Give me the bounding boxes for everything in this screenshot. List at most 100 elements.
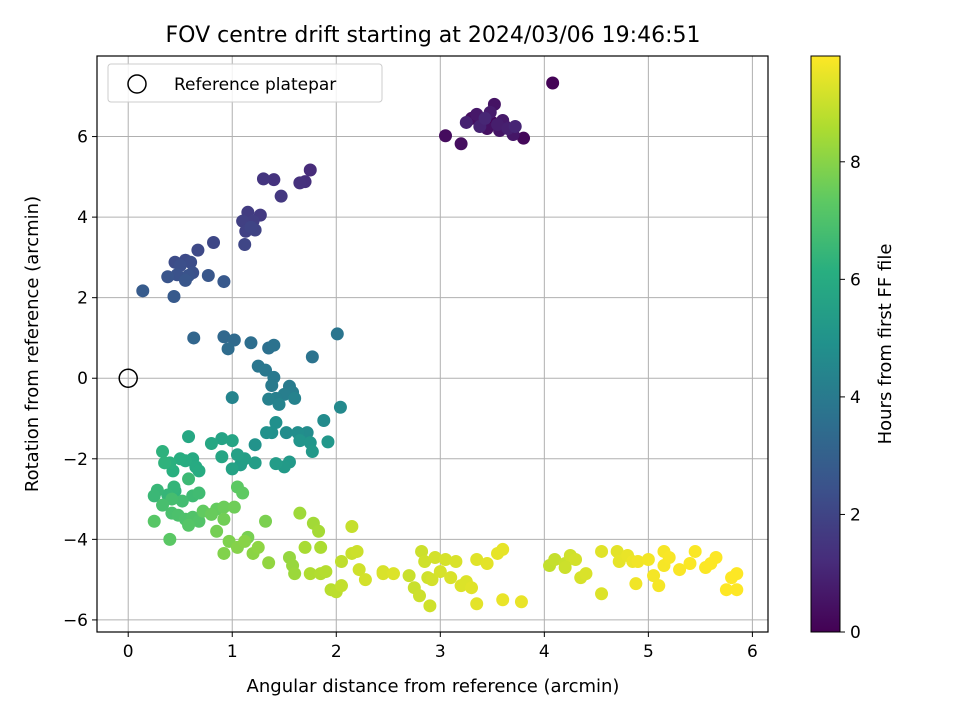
data-point bbox=[293, 176, 307, 190]
data-point bbox=[470, 597, 484, 611]
data-point bbox=[217, 512, 231, 526]
data-point bbox=[312, 524, 326, 538]
data-point bbox=[267, 338, 281, 352]
data-point bbox=[688, 544, 702, 558]
data-point bbox=[279, 426, 293, 440]
data-point bbox=[514, 595, 528, 609]
data-point bbox=[182, 518, 196, 532]
data-point bbox=[217, 546, 231, 560]
data-point bbox=[248, 456, 262, 470]
data-point bbox=[546, 76, 560, 90]
data-point bbox=[136, 284, 150, 298]
data-point bbox=[517, 131, 531, 145]
chart-title: FOV centre drift starting at 2024/03/06 … bbox=[166, 23, 701, 48]
data-point bbox=[192, 464, 206, 478]
data-point bbox=[156, 445, 170, 459]
data-point bbox=[439, 129, 453, 143]
data-point bbox=[333, 400, 347, 414]
data-point bbox=[227, 500, 241, 514]
y-tick-label: 6 bbox=[77, 128, 88, 148]
data-point bbox=[730, 567, 744, 581]
data-point bbox=[459, 115, 473, 129]
data-point bbox=[683, 557, 697, 571]
data-point bbox=[470, 552, 484, 566]
x-tick-label: 6 bbox=[747, 642, 758, 662]
data-point bbox=[175, 494, 189, 508]
y-tick-label: 4 bbox=[77, 208, 88, 228]
data-point bbox=[260, 426, 274, 440]
data-point bbox=[402, 569, 416, 583]
data-point bbox=[192, 514, 206, 528]
colorbar-label: Hours from first FF file bbox=[875, 244, 896, 445]
data-point bbox=[161, 270, 175, 284]
data-point bbox=[673, 563, 687, 577]
x-tick-label: 3 bbox=[435, 642, 446, 662]
y-tick-label: −2 bbox=[63, 450, 88, 470]
data-point bbox=[631, 555, 645, 569]
data-point bbox=[433, 565, 447, 579]
data-point bbox=[204, 507, 218, 521]
data-point bbox=[423, 599, 437, 613]
data-point bbox=[558, 561, 572, 575]
data-point bbox=[163, 532, 177, 546]
data-point bbox=[225, 391, 239, 405]
data-point bbox=[412, 589, 426, 603]
data-point bbox=[272, 397, 286, 411]
data-point bbox=[647, 569, 661, 583]
data-point bbox=[386, 567, 400, 581]
data-point bbox=[269, 457, 283, 471]
y-axis-label: Rotation from reference (arcmin) bbox=[22, 196, 43, 492]
y-tick-label: −4 bbox=[63, 530, 88, 550]
data-point bbox=[288, 567, 302, 581]
data-points bbox=[136, 76, 744, 613]
data-point bbox=[221, 342, 235, 356]
data-point bbox=[317, 414, 331, 428]
data-point bbox=[595, 544, 609, 558]
y-tick-label: −6 bbox=[63, 611, 88, 631]
data-point bbox=[709, 550, 723, 564]
colorbar bbox=[810, 55, 841, 633]
data-point bbox=[201, 269, 215, 283]
data-point bbox=[418, 555, 432, 569]
data-point bbox=[548, 552, 562, 566]
data-point bbox=[334, 579, 348, 593]
data-point bbox=[321, 435, 335, 449]
data-point bbox=[428, 550, 442, 564]
plot-frame bbox=[96, 55, 769, 633]
data-point bbox=[147, 489, 161, 503]
colorbar-tick-label: 8 bbox=[850, 153, 861, 173]
data-point bbox=[230, 448, 244, 462]
data-point bbox=[158, 456, 172, 470]
data-point bbox=[192, 486, 206, 500]
data-point bbox=[293, 434, 307, 448]
data-point bbox=[652, 579, 666, 593]
data-point bbox=[730, 583, 744, 597]
data-point bbox=[244, 220, 258, 234]
reference-platepar-marker bbox=[118, 368, 138, 388]
data-point bbox=[173, 452, 187, 466]
x-tick-label: 5 bbox=[643, 642, 654, 662]
data-point bbox=[259, 514, 273, 528]
data-point bbox=[274, 189, 288, 203]
data-point bbox=[662, 550, 676, 564]
data-point bbox=[449, 555, 463, 569]
x-tick-label: 2 bbox=[331, 642, 342, 662]
x-tick-label: 0 bbox=[123, 642, 134, 662]
data-point bbox=[496, 593, 510, 607]
grid-lines bbox=[97, 56, 768, 632]
data-point bbox=[305, 445, 319, 459]
colorbar-tick-label: 0 bbox=[850, 623, 861, 643]
data-point bbox=[595, 587, 609, 601]
data-point bbox=[629, 577, 643, 591]
data-point bbox=[465, 581, 479, 595]
data-point bbox=[178, 273, 192, 287]
data-point bbox=[217, 275, 231, 289]
data-point bbox=[491, 117, 505, 131]
data-point bbox=[345, 519, 359, 533]
data-point bbox=[425, 573, 439, 587]
data-point bbox=[719, 583, 733, 597]
data-point bbox=[641, 552, 655, 566]
y-axis-ticks: −6 −4 −2 0 2 4 6 bbox=[63, 128, 97, 631]
data-point bbox=[314, 540, 328, 554]
x-tick-label: 1 bbox=[227, 642, 238, 662]
